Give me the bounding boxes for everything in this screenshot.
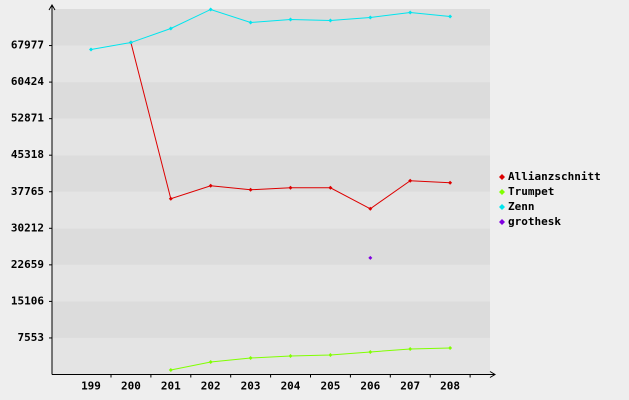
point	[368, 349, 373, 354]
point	[248, 355, 253, 360]
point	[328, 185, 333, 190]
x-tick-label: 205	[320, 380, 340, 393]
x-tick-label: 203	[241, 380, 261, 393]
legend-marker	[499, 174, 505, 180]
legend-marker	[499, 219, 505, 225]
y-axis-arrow	[48, 4, 56, 11]
x-tick-label: 201	[161, 380, 181, 393]
point	[288, 353, 293, 358]
point	[168, 196, 173, 201]
point	[328, 18, 333, 23]
point	[168, 26, 173, 31]
y-tick-label: 67977	[11, 39, 44, 52]
series-line	[90, 8, 451, 51]
grid-band	[52, 337, 490, 375]
point	[448, 345, 453, 350]
grid-band	[52, 9, 490, 46]
grid-band	[52, 264, 490, 302]
grid-band	[52, 118, 490, 156]
y-tick-label: 37765	[11, 185, 44, 198]
point	[408, 346, 413, 351]
legend-label: Trumpet	[508, 185, 554, 198]
point	[328, 352, 333, 357]
y-tick-label: 52871	[11, 112, 44, 125]
legend-label: Zenn	[508, 200, 535, 213]
point	[208, 183, 213, 188]
point	[89, 47, 93, 52]
legend-label: Allianzschnitt	[508, 170, 601, 183]
point	[448, 180, 453, 185]
legend-label: grothesk	[508, 215, 561, 228]
point	[448, 14, 453, 19]
point	[288, 17, 293, 22]
y-tick-label: 45318	[11, 148, 44, 161]
x-tick-label: 200	[121, 380, 141, 393]
point	[168, 367, 173, 372]
grid-band	[52, 191, 490, 229]
y-tick-label: 15106	[11, 294, 44, 307]
x-tick-label: 206	[360, 380, 380, 393]
y-tick-label: 7553	[18, 331, 45, 344]
point	[288, 185, 293, 190]
grid-band	[52, 45, 490, 83]
legend-marker	[499, 204, 505, 210]
grid-band	[52, 301, 490, 338]
point	[208, 359, 213, 364]
grid-band	[52, 155, 490, 192]
x-tick-label: 207	[400, 380, 420, 393]
y-tick-label: 22659	[11, 258, 44, 271]
point	[368, 15, 373, 20]
x-tick-label: 204	[281, 380, 301, 393]
point	[248, 20, 253, 25]
y-tick-label: 30212	[11, 221, 44, 234]
y-tick-label: 60424	[11, 75, 44, 88]
legend-marker	[499, 189, 505, 195]
point	[368, 255, 373, 260]
point	[128, 40, 133, 45]
x-tick-label: 208	[440, 380, 460, 393]
grid-band	[52, 228, 490, 265]
point	[408, 178, 413, 183]
grid-band	[52, 82, 490, 119]
x-tick-label: 202	[201, 380, 221, 393]
point	[248, 187, 253, 192]
x-axis-arrow	[489, 371, 496, 378]
point	[408, 10, 413, 15]
point	[368, 206, 373, 211]
series-line	[170, 347, 451, 371]
point	[208, 7, 213, 12]
x-tick-label: 199	[81, 380, 101, 393]
